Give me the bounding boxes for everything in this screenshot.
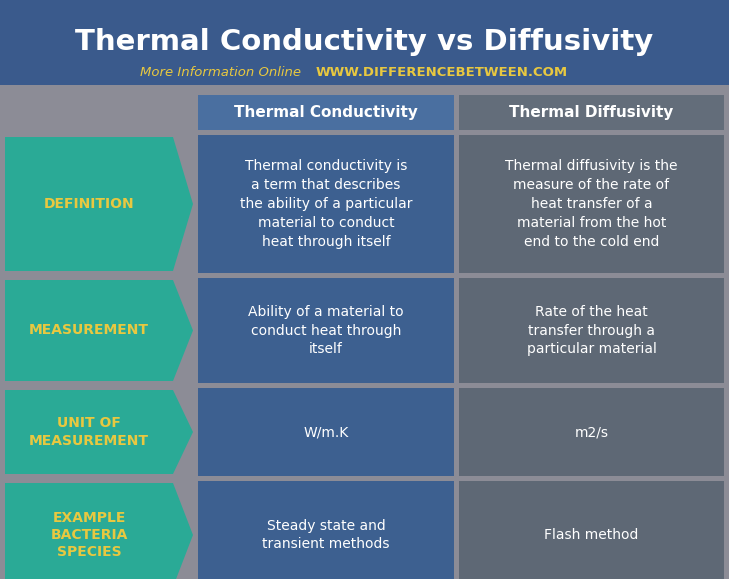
Text: Thermal Conductivity vs Diffusivity: Thermal Conductivity vs Diffusivity: [75, 28, 654, 56]
Bar: [459, 278, 724, 383]
Bar: [459, 135, 724, 273]
Text: More Information Online: More Information Online: [141, 65, 310, 79]
Bar: [198, 481, 454, 579]
Text: Rate of the heat
transfer through a
particular material: Rate of the heat transfer through a part…: [526, 305, 656, 357]
Polygon shape: [5, 137, 193, 271]
Polygon shape: [5, 280, 193, 381]
Text: UNIT OF
MEASUREMENT: UNIT OF MEASUREMENT: [29, 416, 149, 448]
Polygon shape: [5, 390, 193, 474]
Text: Thermal diffusivity is the
measure of the rate of
heat transfer of a
material fr: Thermal diffusivity is the measure of th…: [505, 159, 678, 249]
Polygon shape: [5, 483, 193, 579]
Bar: [459, 481, 724, 579]
Text: Steady state and
transient methods: Steady state and transient methods: [262, 519, 390, 551]
Bar: [198, 388, 454, 476]
Bar: [198, 278, 454, 383]
Bar: [459, 95, 724, 130]
Text: W/m.K: W/m.K: [303, 425, 348, 439]
Bar: [0, 0, 729, 85]
Text: Thermal conductivity is
a term that describes
the ability of a particular
materi: Thermal conductivity is a term that desc…: [240, 159, 413, 249]
Text: Thermal Conductivity: Thermal Conductivity: [234, 105, 418, 120]
Text: m2/s: m2/s: [574, 425, 609, 439]
Text: MEASUREMENT: MEASUREMENT: [29, 324, 149, 338]
Bar: [198, 95, 454, 130]
Text: Flash method: Flash method: [545, 528, 639, 542]
Bar: [198, 135, 454, 273]
Bar: [459, 388, 724, 476]
Text: Thermal Diffusivity: Thermal Diffusivity: [510, 105, 674, 120]
Text: WWW.DIFFERENCEBETWEEN.COM: WWW.DIFFERENCEBETWEEN.COM: [316, 65, 568, 79]
Text: DEFINITION: DEFINITION: [44, 197, 134, 211]
Text: EXAMPLE
BACTERIA
SPECIES: EXAMPLE BACTERIA SPECIES: [50, 511, 128, 559]
Text: Ability of a material to
conduct heat through
itself: Ability of a material to conduct heat th…: [248, 305, 404, 357]
